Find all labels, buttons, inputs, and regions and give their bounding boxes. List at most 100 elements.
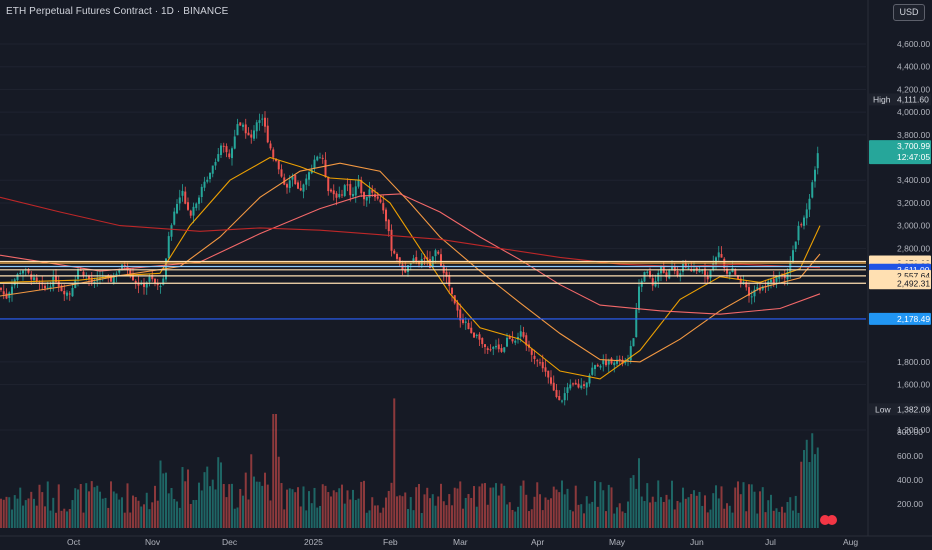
- volume-bar: [662, 501, 665, 528]
- volume-tick-label: 600.00: [897, 451, 923, 461]
- candle: [60, 285, 63, 292]
- candle: [522, 332, 525, 337]
- y-tick-label: 4,000.00: [897, 107, 930, 117]
- candle: [211, 165, 214, 174]
- candle: [552, 382, 555, 391]
- chart-title: ETH Perpetual Futures Contract · 1D · BI…: [6, 6, 229, 17]
- candle: [357, 179, 360, 187]
- candle: [792, 250, 794, 263]
- volume-bar: [638, 458, 640, 528]
- volume-bar: [596, 506, 599, 528]
- volume-bar: [90, 481, 93, 528]
- candle: [673, 266, 676, 272]
- volume-bar: [330, 496, 332, 528]
- volume-bar: [16, 498, 19, 528]
- volume-bar: [151, 502, 154, 528]
- candle: [530, 348, 533, 355]
- candle: [330, 189, 332, 192]
- candle: [495, 345, 497, 348]
- volume-bar: [731, 512, 734, 528]
- candle: [811, 182, 814, 198]
- current-price-tag: [869, 140, 931, 165]
- volume-bar: [255, 481, 258, 528]
- volume-bar: [508, 502, 511, 528]
- volume-bar: [585, 496, 588, 528]
- volume-bar: [203, 472, 206, 528]
- volume-bar: [481, 483, 484, 528]
- volume-bar: [453, 487, 456, 528]
- volume-bar: [750, 484, 753, 528]
- volume-bar: [706, 512, 709, 528]
- candle: [591, 367, 594, 375]
- candle: [539, 362, 541, 364]
- candle: [594, 365, 596, 370]
- volume-bar: [789, 497, 792, 528]
- volume-bar: [338, 488, 341, 528]
- candle: [162, 278, 165, 285]
- volume-tick-label: 400.00: [897, 475, 923, 485]
- candle: [195, 203, 198, 209]
- candle: [55, 276, 57, 282]
- volume-bar: [126, 483, 129, 528]
- volume-bar: [478, 486, 481, 528]
- candle: [261, 118, 264, 120]
- volume-bar: [294, 492, 297, 528]
- volume-bar: [668, 499, 671, 528]
- volume-bar: [244, 472, 247, 528]
- volume-bar: [343, 503, 346, 528]
- volume-bar: [96, 485, 99, 528]
- volume-bar: [756, 513, 759, 528]
- low-tag: [869, 403, 931, 416]
- volume-bar: [387, 490, 390, 528]
- candle: [277, 160, 280, 170]
- volume-bar: [412, 510, 415, 528]
- volume-bar: [360, 481, 363, 528]
- volume-bar: [671, 480, 673, 528]
- volume-bar: [261, 485, 264, 528]
- volume-bar: [272, 414, 275, 528]
- event-marker-icon: [827, 515, 837, 525]
- currency-button[interactable]: USD: [893, 4, 925, 21]
- countdown-label: 12:47:05: [897, 152, 930, 162]
- volume-bar: [321, 484, 324, 528]
- volume-bar: [781, 506, 783, 528]
- volume-bar: [401, 496, 404, 528]
- volume-bar: [610, 487, 613, 528]
- volume-bar: [63, 508, 66, 528]
- volume-bar: [519, 485, 522, 528]
- volume-bar: [299, 506, 302, 528]
- candle: [599, 365, 602, 368]
- candle: [390, 229, 393, 251]
- volume-bar: [539, 494, 541, 528]
- volume-bar: [544, 497, 547, 528]
- volume-bar: [283, 509, 286, 528]
- candle: [657, 272, 660, 282]
- volume-bar: [602, 490, 605, 528]
- volume-bar: [550, 498, 552, 528]
- moving-average-line: [0, 162, 821, 363]
- candle: [192, 206, 195, 216]
- volume-bar: [85, 483, 88, 528]
- candle: [253, 130, 255, 139]
- high-tag: [869, 93, 931, 106]
- candle: [379, 199, 382, 203]
- candle: [371, 190, 374, 193]
- volume-bar: [24, 500, 27, 528]
- volume-bar: [165, 472, 167, 528]
- candle: [709, 270, 712, 279]
- candle: [313, 159, 316, 169]
- candle: [431, 256, 434, 268]
- volume-bar: [162, 473, 165, 528]
- volume-bar: [115, 493, 118, 528]
- volume-bar: [398, 495, 401, 528]
- horizontal-levels: [0, 260, 866, 320]
- volume-bar: [371, 497, 374, 528]
- volume-bar: [418, 484, 420, 528]
- volume-bar: [748, 484, 750, 528]
- candle: [349, 184, 352, 196]
- candle: [629, 346, 632, 361]
- candle: [19, 272, 22, 274]
- volume-bar: [46, 481, 49, 528]
- volume-bar: [761, 487, 764, 528]
